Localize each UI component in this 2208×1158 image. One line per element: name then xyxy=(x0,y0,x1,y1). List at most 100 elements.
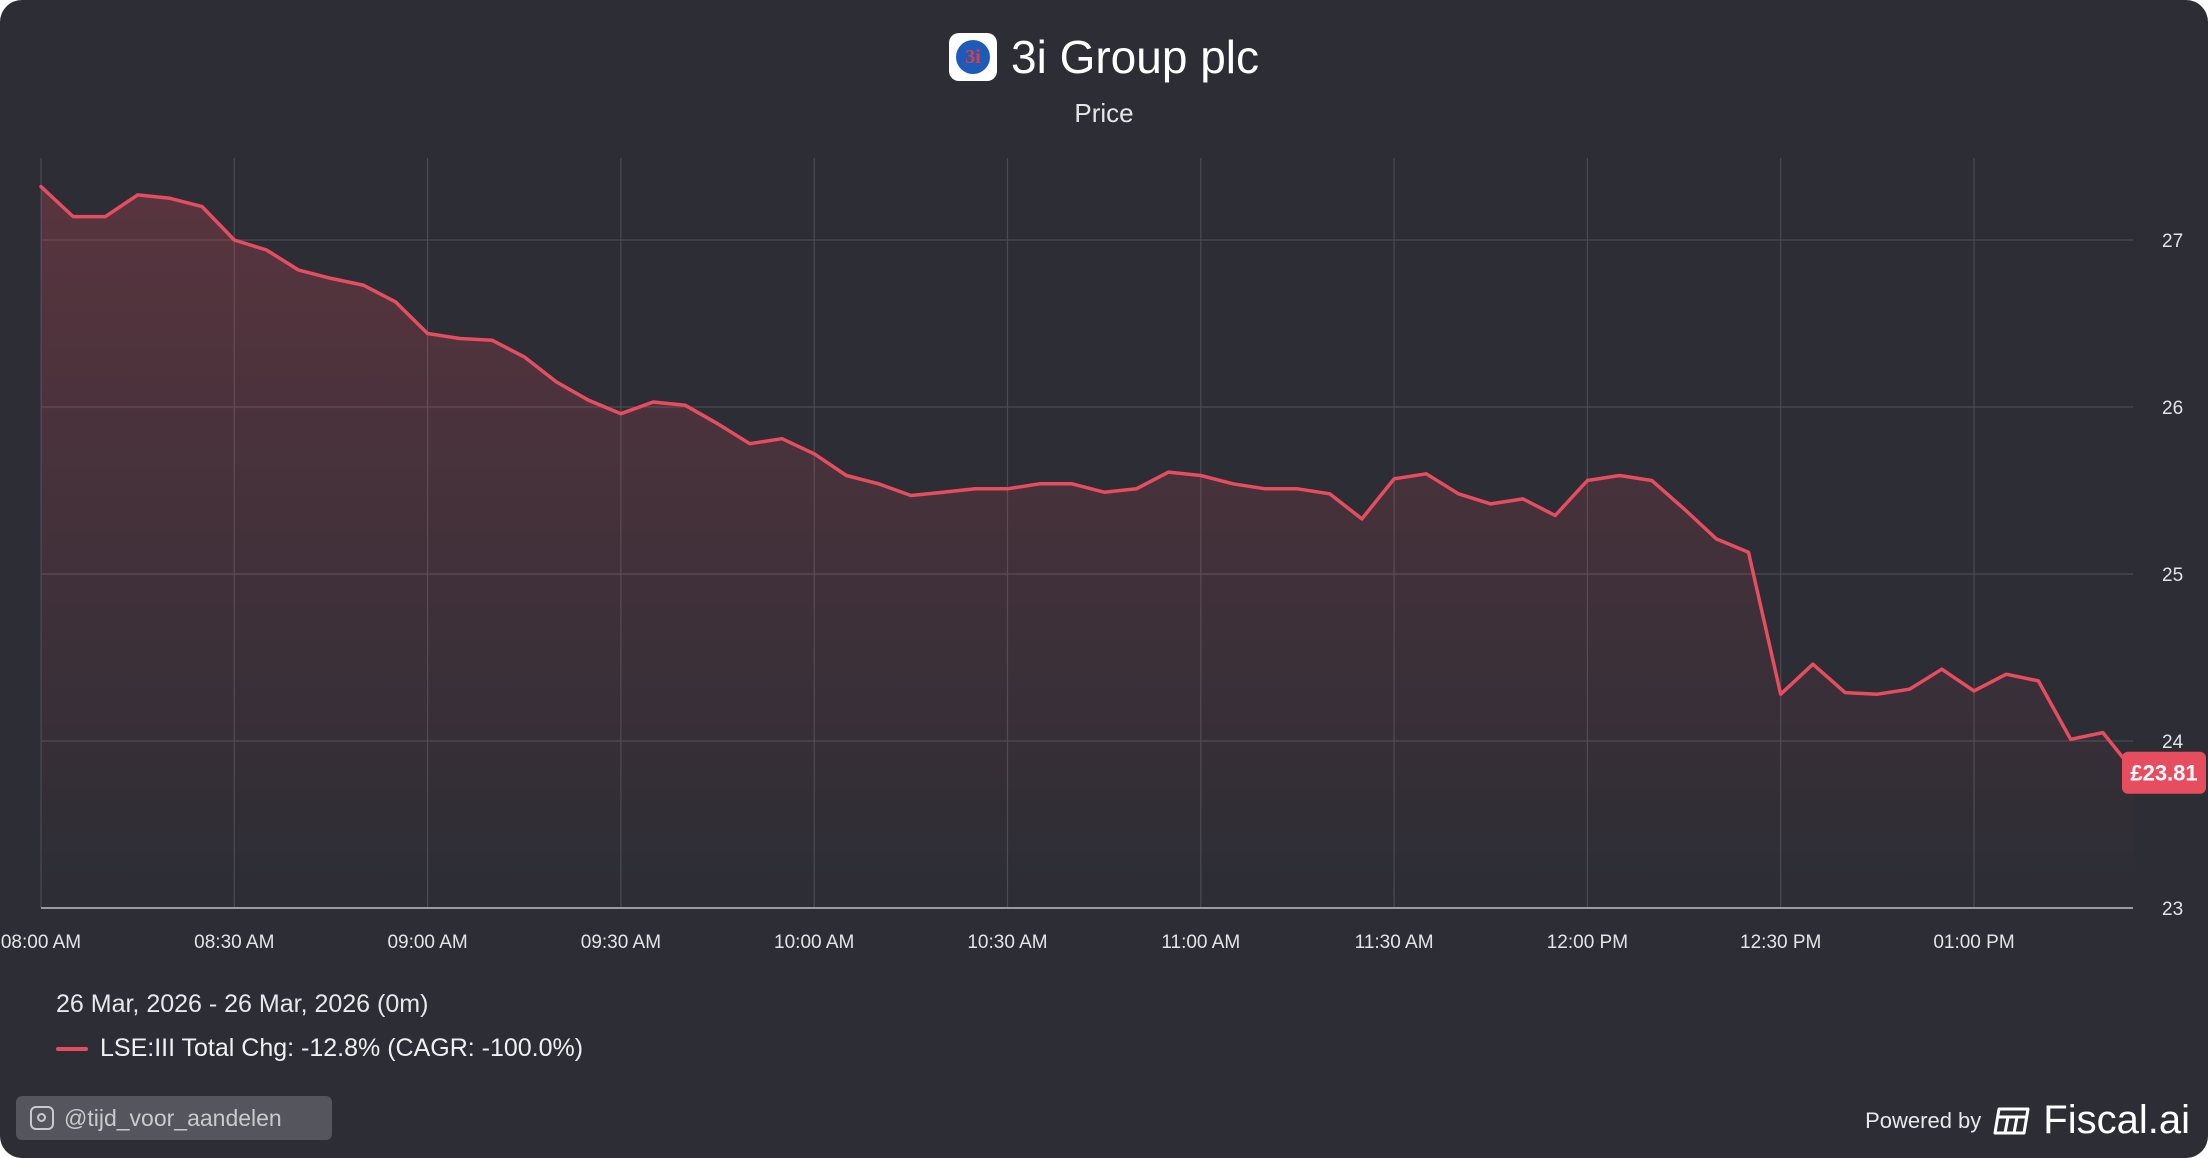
price-point xyxy=(1360,517,1364,521)
price-point xyxy=(458,337,462,341)
price-area xyxy=(41,186,2136,909)
instagram-icon xyxy=(30,1106,54,1130)
price-point xyxy=(1972,689,1976,693)
y-tick-label: 25 xyxy=(2162,565,2183,586)
price-point xyxy=(1811,662,1815,666)
price-point xyxy=(1134,487,1138,491)
price-point xyxy=(683,403,687,407)
x-tick-label: 10:30 AM xyxy=(967,932,1047,953)
fiscal-ai-brand: Fiscal.ai xyxy=(2043,1098,2190,1142)
price-area-fill xyxy=(41,186,2136,909)
y-tick-label: 27 xyxy=(2162,231,2183,252)
powered-by[interactable]: Powered by Fiscal.ai xyxy=(1865,1098,2190,1143)
title-row: 3i 3i Group plc xyxy=(948,30,1259,84)
price-point xyxy=(232,238,236,242)
price-point xyxy=(1296,487,1300,491)
price-point xyxy=(1618,474,1622,478)
price-point xyxy=(1908,687,1912,691)
date-range: 26 Mar, 2026 - 26 Mar, 2026 (0m) xyxy=(56,990,429,1018)
price-point xyxy=(748,442,752,446)
x-tick-label: 01:00 PM xyxy=(1933,932,2014,953)
y-tick-label: 26 xyxy=(2162,398,2183,419)
price-point xyxy=(1779,692,1783,696)
price-point xyxy=(716,422,720,426)
chart-header: 3i 3i Group plc Price xyxy=(0,30,2208,129)
price-point xyxy=(2036,679,2040,683)
price-point xyxy=(1199,474,1203,478)
x-tick-label: 09:00 AM xyxy=(387,932,467,953)
price-point xyxy=(812,452,816,456)
price-point xyxy=(1231,482,1235,486)
price-point xyxy=(844,474,848,478)
axes: 08:00 AM 08:30 AM 09:00 AM 09:30 AM 10:00 AM… xyxy=(1,231,2184,953)
chart-subtitle: Price xyxy=(1074,98,1134,128)
price-point xyxy=(1263,487,1267,491)
x-tick-label: 08:00 AM xyxy=(1,932,81,953)
price-point xyxy=(877,482,881,486)
price-point xyxy=(39,185,43,189)
legend[interactable]: LSE:III Total Chg: -12.8% (CAGR: -100.0%… xyxy=(56,1034,583,1063)
instagram-badge[interactable]: @tijd_voor_aandelen xyxy=(16,1096,332,1140)
x-tick-label: 10:00 AM xyxy=(774,932,854,953)
price-point xyxy=(973,487,977,491)
price-point xyxy=(1102,490,1106,494)
price-point xyxy=(1682,507,1686,511)
y-tick-label: 23 xyxy=(2162,899,2183,920)
price-point xyxy=(1457,492,1461,496)
price-point xyxy=(1328,492,1332,496)
last-price-label: £23.81 xyxy=(2130,761,2197,786)
price-point xyxy=(1521,497,1525,501)
price-point xyxy=(587,398,591,402)
price-point xyxy=(1070,482,1074,486)
price-point xyxy=(136,193,140,197)
price-point xyxy=(1167,470,1171,474)
last-price-badge-bg xyxy=(2122,751,2206,794)
price-chart: 08:00 AM 08:30 AM 09:00 AM 09:30 AM 10:00 AM… xyxy=(1,158,2206,953)
price-point xyxy=(941,490,945,494)
powered-by-label: Powered by xyxy=(1865,1107,1982,1133)
x-tick-label: 12:00 PM xyxy=(1547,932,1628,953)
price-point xyxy=(2101,731,2105,735)
price-point xyxy=(1714,537,1718,541)
price-point xyxy=(393,300,397,304)
price-point xyxy=(103,215,107,219)
y-tick-label: 24 xyxy=(2162,732,2184,753)
price-point xyxy=(2069,737,2073,741)
instagram-handle: @tijd_voor_aandelen xyxy=(64,1104,282,1131)
price-point xyxy=(1747,550,1751,554)
price-point xyxy=(1424,472,1428,476)
price-series-line xyxy=(39,184,2137,775)
last-price-badge: £23.81 xyxy=(2122,751,2206,794)
price-point xyxy=(1006,487,1010,491)
price-point xyxy=(780,437,784,441)
price-point xyxy=(1940,667,1944,671)
price-point xyxy=(490,338,494,342)
price-point xyxy=(1038,482,1042,486)
price-point xyxy=(1392,477,1396,481)
x-tick-label: 12:30 PM xyxy=(1740,932,1821,953)
chart-title: 3i Group plc xyxy=(1010,31,1259,83)
price-point xyxy=(426,332,430,336)
x-tick-label: 09:30 AM xyxy=(581,932,661,953)
price-point xyxy=(619,412,623,416)
legend-swatch xyxy=(56,1046,88,1051)
x-tick-label: 11:30 AM xyxy=(1355,932,1434,953)
price-point xyxy=(71,215,75,219)
price-line xyxy=(39,184,2137,775)
legend-label: LSE:III Total Chg: -12.8% (CAGR: -100.0%… xyxy=(100,1034,584,1062)
fiscal-ai-logo-icon xyxy=(1993,1107,2030,1134)
price-point xyxy=(909,494,913,498)
price-point xyxy=(522,355,526,359)
price-point xyxy=(297,268,301,272)
price-point xyxy=(555,380,559,384)
price-point xyxy=(651,400,655,404)
price-point xyxy=(2004,672,2008,676)
price-point xyxy=(200,205,204,209)
price-point xyxy=(1843,691,1847,695)
price-point xyxy=(1489,502,1493,506)
price-point xyxy=(1875,692,1879,696)
x-tick-label: 08:30 AM xyxy=(194,932,274,953)
price-point xyxy=(329,276,333,280)
x-tick-label: 11:00 AM xyxy=(1161,932,1240,953)
